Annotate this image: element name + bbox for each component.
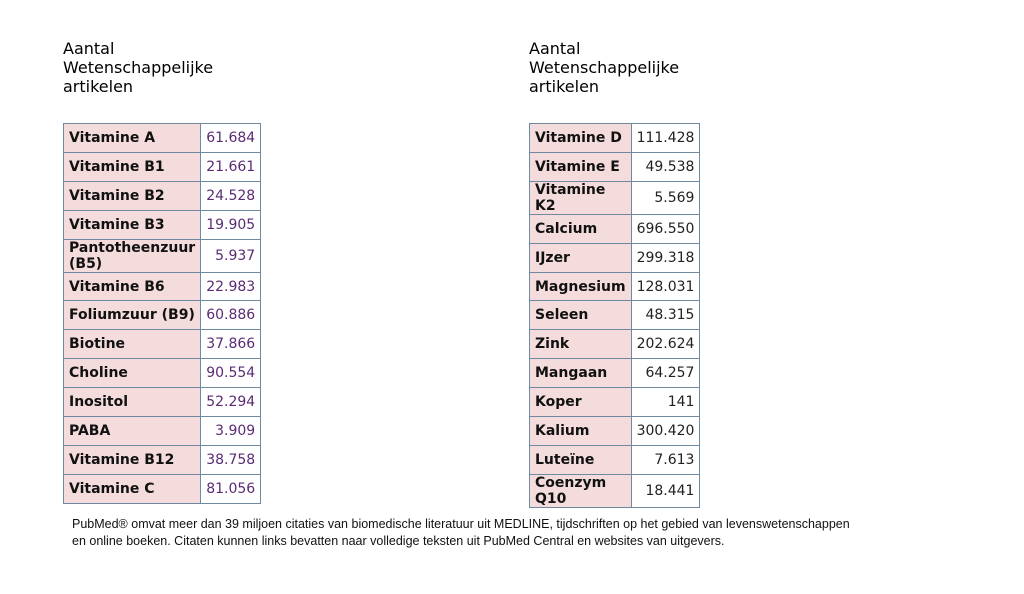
row: Vitamine A 61.684 [62,123,262,153]
article-count: 37.866 [200,329,262,360]
row: Vitamine B3 19.905 [62,209,262,240]
item-name: Vitamine B12 [62,444,202,475]
item-name: Biotine [62,329,202,360]
row: Zink 202.624 [529,329,701,360]
item-name: Calcium [529,213,632,244]
item-name: Vitamine K2 [529,180,632,215]
item-name: Vitamine B2 [62,180,202,211]
item-name: IJzer [529,242,632,273]
row: Inositol 52.294 [62,387,262,418]
header-line: Wetenschappelijke [63,58,214,77]
row: Vitamine B1 21.661 [62,151,262,182]
row: IJzer 299.318 [529,242,701,273]
article-count: 81.056 [200,473,262,504]
row: Seleen 48.315 [529,300,701,331]
item-name: Seleen [529,300,632,331]
table-left: Aantal Wetenschappelijke artikelen Vitamine… [62,39,262,504]
item-name: Vitamine B1 [62,151,202,182]
header-line: Aantal [63,39,115,58]
footnote-line: en online boeken. Citaten kunnen links b… [72,534,725,548]
article-count: 5.937 [200,238,262,273]
item-name: Kalium [529,416,632,446]
row: Biotine 37.866 [62,329,262,360]
item-name: Luteïne [529,444,632,475]
article-count: 141 [630,387,701,418]
article-count: 38.758 [200,444,262,475]
data-table: Vitamine D 111.428 Vitamine E 49.538 Vitamin… [529,123,701,508]
item-name: Koper [529,387,632,418]
item-name: Foliumzuur (B9) [62,300,202,331]
row: Luteïne 7.613 [529,444,701,475]
row: Koper 141 [529,387,701,418]
item-name: Vitamine C [62,473,202,504]
article-count: 202.624 [630,329,701,360]
item-name: Mangaan [529,358,632,389]
article-count: 24.528 [200,180,262,211]
article-count: 111.428 [630,123,701,153]
item-name: Coenzym Q10 [529,473,632,508]
article-count: 300.420 [630,416,701,446]
row: Kalium 300.420 [529,416,701,446]
article-count: 21.661 [200,151,262,182]
item-name: Inositol [62,387,202,418]
item-name: Vitamine B6 [62,271,202,302]
row: Magnesium 128.031 [529,271,701,302]
article-count: 61.684 [200,123,262,153]
article-count: 3.909 [200,416,262,446]
item-name: Vitamine B3 [62,209,202,240]
item-name: Pantotheenzuur (B5) [62,238,202,273]
row: Vitamine B6 22.983 [62,271,262,302]
row: Vitamine K2 5.569 [529,180,701,215]
header-line: Aantal [529,39,581,58]
row: Choline 90.554 [62,358,262,389]
row: Vitamine C 81.056 [62,473,262,504]
row: Vitamine D 111.428 [529,123,701,153]
row: Coenzym Q10 18.441 [529,473,701,508]
article-count: 128.031 [630,271,701,302]
article-count: 19.905 [200,209,262,240]
header-line: Wetenschappelijke [529,58,680,77]
item-name: Magnesium [529,271,632,302]
item-name: Choline [62,358,202,389]
item-name: Zink [529,329,632,360]
row: Pantotheenzuur (B5) 5.937 [62,238,262,273]
article-count: 696.550 [630,213,701,244]
article-count: 90.554 [200,358,262,389]
header-cell: Aantal Wetenschappelijke artikelen [63,39,213,96]
article-count: 299.318 [630,242,701,273]
article-count: 5.569 [630,180,701,215]
item-name: PABA [62,416,202,446]
data-table: Vitamine A 61.684 Vitamine B1 21.661 Vitamin… [62,123,262,504]
footnote: PubMed® omvat meer dan 39 miljoen citati… [72,516,850,550]
table-right: Aantal Wetenschappelijke artikelen Vitamine… [529,39,701,508]
row: PABA 3.909 [62,416,262,446]
header-line: artikelen [63,77,134,96]
item-name: Vitamine A [62,123,202,153]
article-count: 7.613 [630,444,701,475]
row: Vitamine B12 38.758 [62,444,262,475]
header-cell: Aantal Wetenschappelijke artikelen [529,39,679,96]
row: Foliumzuur (B9) 60.886 [62,300,262,331]
header-line: artikelen [529,77,600,96]
item-name: Vitamine E [529,151,632,182]
article-count: 64.257 [630,358,701,389]
article-count: 52.294 [200,387,262,418]
row: Calcium 696.550 [529,213,701,244]
row: Mangaan 64.257 [529,358,701,389]
article-count: 60.886 [200,300,262,331]
footnote-line: PubMed® omvat meer dan 39 miljoen citati… [72,517,850,531]
article-count: 18.441 [630,473,701,508]
article-count: 48.315 [630,300,701,331]
row: Vitamine E 49.538 [529,151,701,182]
item-name: Vitamine D [529,123,632,153]
row: Vitamine B2 24.528 [62,180,262,211]
article-count: 49.538 [630,151,701,182]
article-count: 22.983 [200,271,262,302]
